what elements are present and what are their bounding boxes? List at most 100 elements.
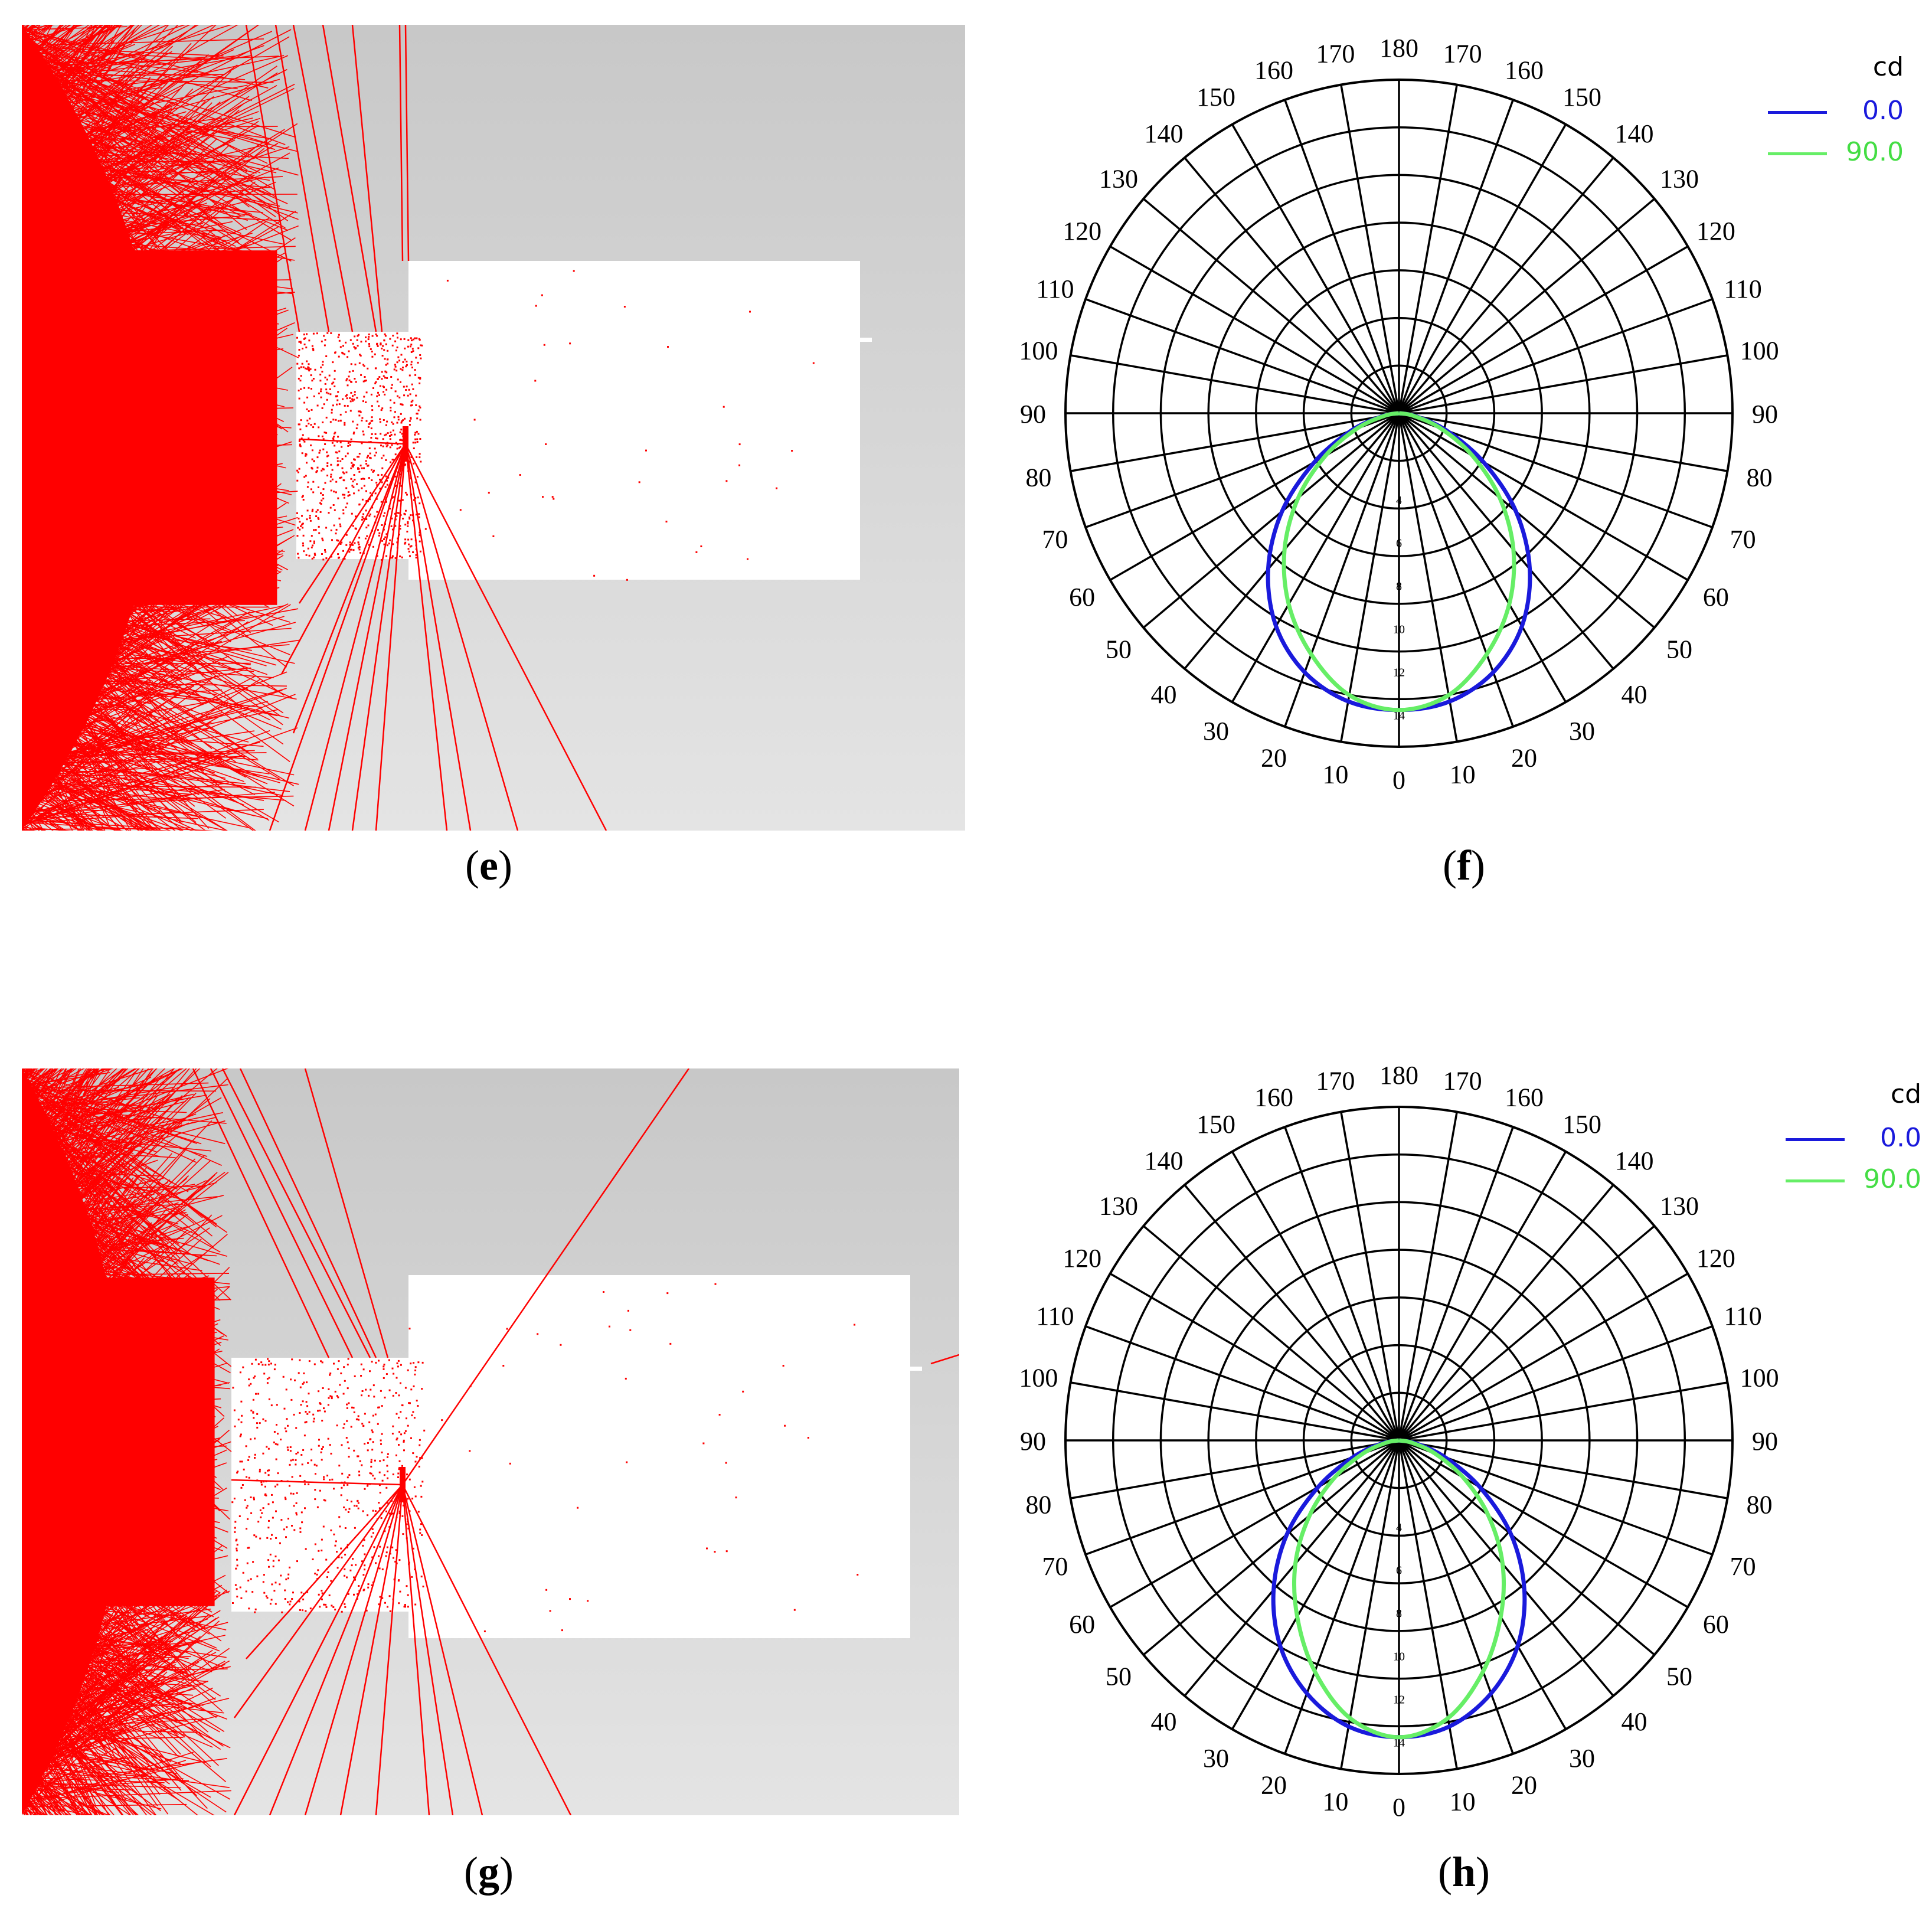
polar-angle-label: 70 (1730, 525, 1756, 554)
polar-spoke (1070, 1439, 1400, 1499)
legend-label-0: 0.0 (1880, 1123, 1921, 1153)
legend-item-0: 0.0 (1762, 94, 1910, 130)
polar-spoke (1398, 413, 1458, 742)
light-tunnel (296, 332, 414, 559)
polar-radius-label: 4 (1396, 1521, 1402, 1534)
polar-angle-label: 20 (1511, 1771, 1537, 1800)
legend-label-90: 90.0 (1846, 137, 1904, 167)
polar-angle-label: 110 (1724, 1302, 1761, 1331)
polar-angle-label: 170 (1316, 39, 1355, 68)
polar-angle-label: 140 (1615, 119, 1654, 148)
polar-angle-label: 170 (1316, 1066, 1355, 1095)
polar-angle-label: 100 (1740, 1363, 1779, 1392)
polar-angle-label: 160 (1505, 55, 1544, 84)
polar-angle-label: 80 (1747, 463, 1773, 492)
polar-angle-label: 140 (1615, 1146, 1654, 1175)
polar-spoke (1398, 245, 1689, 414)
polar-spoke (1398, 412, 1655, 629)
polar-spoke (1085, 1325, 1400, 1442)
polar-angle-label: 100 (1019, 1363, 1058, 1392)
polar-spoke (1340, 1112, 1400, 1441)
polar-spoke (1398, 354, 1728, 414)
polar-spoke (1398, 1439, 1655, 1656)
polar-angle-label: 30 (1203, 717, 1229, 746)
polar-angle-label: 50 (1106, 1662, 1132, 1691)
polar-spoke (1070, 354, 1400, 414)
legend-swatch-0 (1768, 111, 1827, 114)
polar-angle-label: 140 (1144, 119, 1183, 148)
polar-spoke (1284, 1126, 1400, 1441)
polar-angle-label: 100 (1740, 336, 1779, 365)
polar-spoke (1398, 1440, 1567, 1730)
block-tab (910, 1367, 922, 1371)
polar-spoke (1085, 298, 1400, 414)
polar-radius-label: 10 (1393, 1651, 1405, 1664)
polar-angle-label: 160 (1505, 1083, 1544, 1112)
polar-spoke (1398, 1440, 1458, 1769)
polar-angle-label: 20 (1261, 1771, 1287, 1800)
polar-angle-label: 10 (1450, 1788, 1476, 1816)
polar-angle-label: 130 (1099, 1191, 1138, 1220)
polar-spoke (1109, 1272, 1400, 1442)
polar-angle-label: 80 (1747, 1491, 1773, 1519)
polar-spoke (1398, 1151, 1567, 1441)
polar-spoke (1398, 412, 1689, 581)
polar-radius-label: 12 (1393, 1693, 1405, 1706)
polar-spoke (1398, 1272, 1689, 1442)
polar-spoke (1398, 1439, 1614, 1697)
polar-angle-label: 90 (1752, 1427, 1778, 1456)
polar-spoke (1398, 1184, 1614, 1442)
polar-radius-label: 6 (1396, 1564, 1402, 1577)
polar-angle-label: 100 (1019, 336, 1058, 365)
receiver-block (408, 261, 860, 580)
polar-spoke (1143, 412, 1400, 629)
polar-radius-label: 14 (1393, 1736, 1405, 1749)
legend-swatch-0 (1786, 1138, 1845, 1141)
polar-spoke (1143, 1225, 1400, 1442)
legend-label-0: 0.0 (1862, 96, 1904, 126)
polar-spoke (1143, 198, 1400, 414)
polar-angle-label: 70 (1042, 525, 1068, 554)
polar-angle-label: 120 (1696, 217, 1735, 246)
polar-angle-label: 30 (1203, 1744, 1229, 1773)
legend-f: cd 0.0 90.0 (1756, 41, 1915, 189)
polar-spoke (1398, 84, 1458, 414)
polar-angle-label: 30 (1569, 1744, 1595, 1773)
polar-spoke (1398, 298, 1713, 414)
polar-angle-label: 0 (1392, 1793, 1405, 1822)
legend-unit: cd (1872, 52, 1904, 82)
polar-spoke (1398, 157, 1614, 414)
legend-item-0: 0.0 (1780, 1122, 1927, 1157)
polar-angle-label: 120 (1696, 1244, 1735, 1273)
polar-spoke (1398, 412, 1728, 472)
polar-angle-label: 150 (1197, 83, 1235, 112)
source-rays (192, 1068, 959, 1815)
polar-angle-label: 120 (1063, 1244, 1101, 1273)
ray-trace-canvas-g (22, 1068, 959, 1815)
polar-angle-label: 30 (1569, 717, 1595, 746)
polar-spoke (1231, 123, 1400, 414)
polar-spoke (1398, 1439, 1689, 1609)
caption-e: (e) (465, 842, 512, 889)
polar-spoke (1231, 413, 1400, 703)
block-tab (860, 338, 872, 342)
polar-angle-label: 40 (1622, 680, 1647, 709)
polar-angle-label: 110 (1036, 275, 1074, 303)
polar-spoke (1284, 99, 1400, 414)
polar-spoke (1398, 198, 1655, 414)
polar-angle-label: 150 (1197, 1110, 1235, 1139)
polar-angle-label: 0 (1392, 766, 1405, 795)
caption-h: (h) (1437, 1848, 1490, 1896)
polar-angle-label: 130 (1099, 164, 1138, 193)
polar-spoke (1231, 1440, 1400, 1730)
polar-series-90.0 (1282, 411, 1516, 713)
polar-spoke (1184, 1184, 1400, 1442)
polar-angle-label: 150 (1562, 1110, 1601, 1139)
polar-angle-label: 10 (1322, 760, 1348, 789)
legend-h: cd 0.0 90.0 (1774, 1068, 1932, 1216)
polar-spoke (1398, 1325, 1713, 1442)
polar-spoke (1398, 1126, 1514, 1441)
polar-angle-label: 90 (1752, 400, 1778, 429)
polar-angle-label: 20 (1261, 744, 1287, 773)
ray-fan (22, 1068, 232, 1815)
